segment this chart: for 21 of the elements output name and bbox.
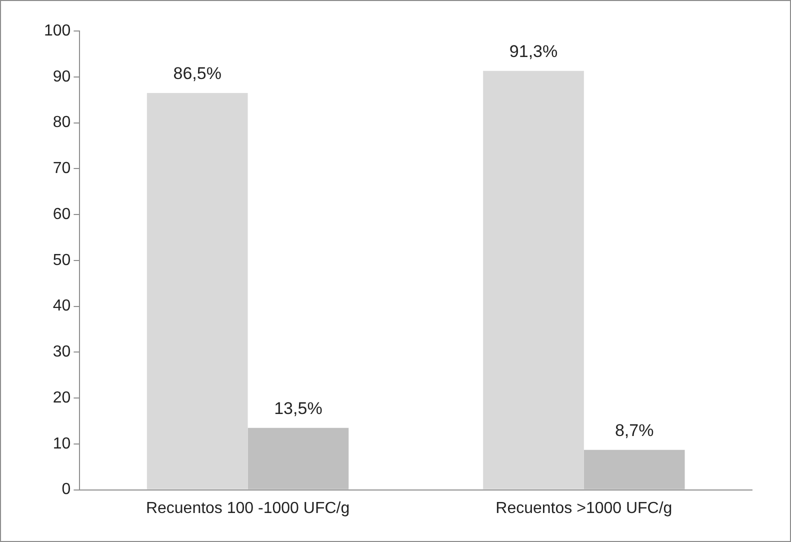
y-tick-label: 50 bbox=[52, 252, 71, 269]
y-tick-label: 40 bbox=[52, 298, 71, 315]
y-tick-label: 70 bbox=[52, 160, 71, 178]
y-tick-label: 90 bbox=[52, 68, 71, 86]
bar bbox=[248, 428, 349, 490]
bar bbox=[584, 450, 685, 490]
y-tick-label: 60 bbox=[52, 206, 71, 223]
x-tick-label: Recuentos 100 -1000 UFC/g bbox=[146, 500, 350, 517]
data-label: 86,5% bbox=[173, 64, 222, 84]
data-label: 8,7% bbox=[614, 421, 654, 440]
data-label: 13,5% bbox=[274, 399, 322, 418]
y-tick-label: 30 bbox=[52, 344, 71, 361]
y-tick-label: 0 bbox=[62, 481, 71, 498]
data-label: 91,3% bbox=[509, 42, 558, 62]
y-tick-label: 100 bbox=[44, 22, 71, 40]
y-tick-label: 20 bbox=[52, 389, 71, 406]
y-tick-label: 10 bbox=[52, 435, 71, 452]
bar bbox=[146, 92, 248, 490]
bar bbox=[483, 70, 584, 490]
y-tick-label: 80 bbox=[52, 114, 71, 132]
x-tick-label: Recuentos >1000 UFC/g bbox=[496, 500, 672, 517]
